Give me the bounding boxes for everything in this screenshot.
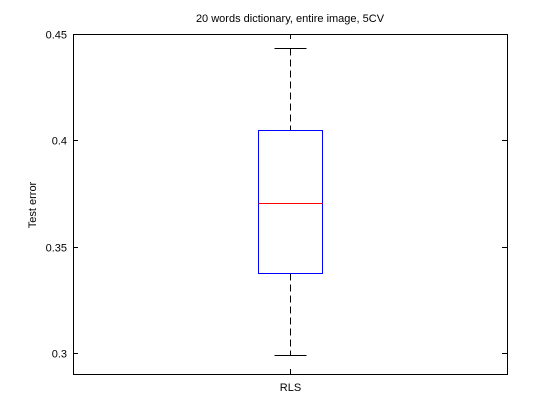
y-tick-label: 0.45 (46, 30, 67, 42)
y-tick-label: 0.4 (52, 136, 67, 148)
box-iqr (258, 130, 323, 274)
y-axis-label: Test error (27, 181, 39, 228)
y-tick-label: 0.35 (46, 243, 67, 255)
x-axis-ticks: RLS (280, 34, 301, 394)
x-tick-label: RLS (280, 382, 301, 394)
y-tick-label: 0.3 (52, 349, 67, 361)
chart-title: 20 words dictionary, entire image, 5CV (196, 13, 385, 25)
y-axis-ticks: 0.3 0.35 0.4 0.45 (46, 30, 507, 361)
box-series (258, 48, 323, 356)
